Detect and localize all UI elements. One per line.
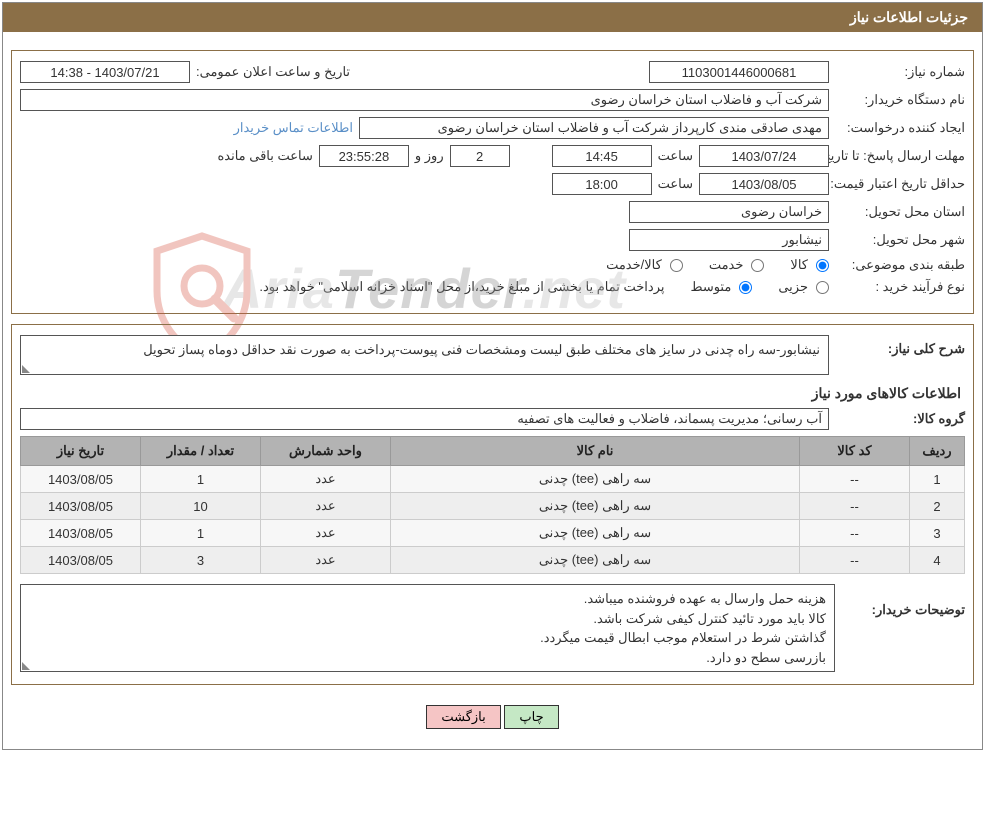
print-button[interactable]: چاپ bbox=[504, 705, 558, 729]
purchase-note: پرداخت تمام یا بخشی از مبلغ خرید،از محل … bbox=[259, 279, 664, 295]
content-area: AriaTender.net شماره نیاز: 1103001446000… bbox=[3, 32, 982, 749]
province-value: خراسان رضوی bbox=[629, 201, 829, 223]
need-number-value: 1103001446000681 bbox=[649, 61, 829, 83]
city-label: شهر محل تحویل: bbox=[835, 232, 965, 248]
table-row: 3 -- سه راهی (tee) چدنی عدد 1 1403/08/05 bbox=[21, 520, 965, 547]
resize-handle-icon[interactable] bbox=[21, 659, 33, 671]
general-desc-value: نیشابور-سه راه چدنی در سایز های مختلف طب… bbox=[20, 335, 829, 375]
goods-group-label: گروه کالا: bbox=[835, 411, 965, 427]
th-qty: تعداد / مقدار bbox=[141, 437, 261, 466]
page-frame: جزئیات اطلاعات نیاز AriaTender.net شماره… bbox=[2, 2, 983, 750]
category-goods-label: کالا bbox=[790, 257, 808, 273]
resize-handle-icon[interactable] bbox=[21, 362, 33, 374]
deadline-countdown: 23:55:28 bbox=[319, 145, 409, 167]
general-desc-label: شرح کلی نیاز: bbox=[835, 335, 965, 357]
buyer-org-label: نام دستگاه خریدار: bbox=[835, 92, 965, 108]
need-number-label: شماره نیاز: bbox=[835, 64, 965, 80]
goods-table: ردیف کد کالا نام کالا واحد شمارش تعداد /… bbox=[20, 436, 965, 574]
validity-time: 18:00 bbox=[552, 173, 652, 195]
buyer-notes-value: هزینه حمل وارسال به عهده فروشنده میباشد.… bbox=[20, 584, 835, 672]
table-row: 1 -- سه راهی (tee) چدنی عدد 1 1403/08/05 bbox=[21, 466, 965, 493]
table-row: 2 -- سه راهی (tee) چدنی عدد 10 1403/08/0… bbox=[21, 493, 965, 520]
button-row: چاپ بازگشت bbox=[11, 695, 974, 739]
purchase-medium-label: متوسط bbox=[690, 279, 731, 295]
category-service-radio[interactable] bbox=[751, 259, 764, 272]
deadline-date: 1403/07/24 bbox=[699, 145, 829, 167]
days-label: روز و bbox=[415, 148, 444, 164]
category-both-label: کالا/خدمت bbox=[606, 257, 662, 273]
goods-group-value: آب رسانی؛ مدیریت پسماند، فاضلاب و فعالیت… bbox=[20, 408, 829, 430]
buyer-org-value: شرکت آب و فاضلاب استان خراسان رضوی bbox=[20, 89, 829, 111]
th-name: نام کالا bbox=[391, 437, 800, 466]
requester-label: ایجاد کننده درخواست: bbox=[835, 120, 965, 136]
contact-link[interactable]: اطلاعات تماس خریدار bbox=[234, 120, 353, 136]
goods-info-title: اطلاعات کالاهای مورد نیاز bbox=[20, 385, 961, 402]
validity-date: 1403/08/05 bbox=[699, 173, 829, 195]
category-service-label: خدمت bbox=[709, 257, 744, 273]
deadline-time: 14:45 bbox=[552, 145, 652, 167]
buyer-notes-label: توضیحات خریدار: bbox=[835, 584, 965, 618]
deadline-time-label: ساعت bbox=[658, 148, 693, 164]
announce-value: 1403/07/21 - 14:38 bbox=[20, 61, 190, 83]
th-unit: واحد شمارش bbox=[261, 437, 391, 466]
th-code: کد کالا bbox=[800, 437, 910, 466]
page-title: جزئیات اطلاعات نیاز bbox=[850, 9, 968, 25]
category-goods-radio[interactable] bbox=[816, 259, 829, 272]
th-rowno: ردیف bbox=[910, 437, 965, 466]
purchase-minor-radio[interactable] bbox=[816, 281, 829, 294]
purchase-medium-radio[interactable] bbox=[739, 281, 752, 294]
back-button[interactable]: بازگشت bbox=[426, 705, 500, 729]
city-value: نیشابور bbox=[629, 229, 829, 251]
requester-value: مهدی صادقی مندی کارپرداز شرکت آب و فاضلا… bbox=[359, 117, 829, 139]
announce-label: تاریخ و ساعت اعلان عمومی: bbox=[196, 64, 350, 80]
validity-label: حداقل تاریخ اعتبار قیمت: تا تاریخ: bbox=[805, 176, 965, 193]
category-label: طبقه بندی موضوعی: bbox=[835, 257, 965, 273]
remaining-label: ساعت باقی مانده bbox=[217, 148, 312, 164]
purchase-minor-label: جزیی bbox=[778, 279, 808, 295]
goods-info-box: شرح کلی نیاز: نیشابور-سه راه چدنی در سای… bbox=[11, 324, 974, 685]
deadline-label: مهلت ارسال پاسخ: تا تاریخ: bbox=[835, 148, 965, 165]
province-label: استان محل تحویل: bbox=[835, 204, 965, 220]
page-header: جزئیات اطلاعات نیاز bbox=[3, 3, 982, 32]
validity-time-label: ساعت bbox=[658, 176, 693, 192]
deadline-days: 2 bbox=[450, 145, 510, 167]
purchase-type-label: نوع فرآیند خرید : bbox=[835, 279, 965, 295]
table-row: 4 -- سه راهی (tee) چدنی عدد 3 1403/08/05 bbox=[21, 547, 965, 574]
th-date: تاریخ نیاز bbox=[21, 437, 141, 466]
category-both-radio[interactable] bbox=[670, 259, 683, 272]
need-info-box: AriaTender.net شماره نیاز: 1103001446000… bbox=[11, 50, 974, 314]
